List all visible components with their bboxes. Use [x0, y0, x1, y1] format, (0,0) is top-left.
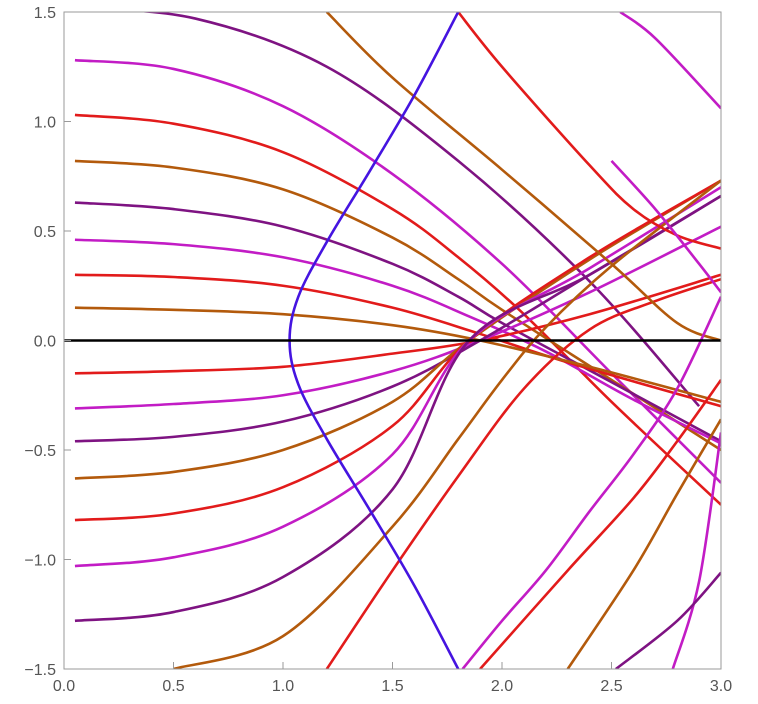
series-line-3: [74, 159, 721, 452]
series-line-18: [619, 12, 721, 110]
y-tick-label: −0.5: [24, 443, 56, 460]
series-line-7: [74, 306, 721, 404]
tick-layer: 0.0 0.5 1.0 1.5 2.0 2.5 3.0 1.5 1.0 0.5 0.0 −0.5 −1.…: [24, 5, 732, 695]
series-line-21: [479, 379, 721, 669]
series-line-14: [74, 194, 721, 623]
x-tick-label: 2.5: [600, 678, 622, 695]
y-tick-label: 0.5: [34, 224, 56, 241]
y-tick-label: −1.5: [24, 662, 56, 679]
series-line-24: [671, 432, 721, 669]
y-tick-label: 1.5: [34, 5, 56, 22]
series-layer: [64, 12, 721, 669]
series-line-2: [74, 113, 721, 506]
x-tick-label: 0.5: [162, 678, 184, 695]
series-line-0: [136, 12, 701, 408]
x-tick-label: 1.5: [381, 678, 403, 695]
series-line-15: [173, 179, 721, 669]
x-tick-label: 1.0: [272, 678, 294, 695]
series-line-17: [325, 12, 721, 342]
series-line-6: [74, 273, 721, 408]
series-line-11: [74, 179, 721, 480]
series-line-13: [74, 186, 721, 568]
x-tick-label: 2.0: [491, 678, 513, 695]
series-line-5: [74, 238, 721, 445]
series-line-9: [74, 225, 721, 410]
series-line-16: [325, 277, 721, 669]
y-tick-label: 1.0: [34, 115, 56, 132]
series-line-12: [74, 179, 721, 522]
x-tick-label: 3.0: [710, 678, 732, 695]
series-line-23: [566, 418, 721, 669]
series-line-25: [615, 571, 721, 669]
y-tick-label: −1.0: [24, 553, 56, 570]
series-line-8: [74, 273, 721, 375]
series-line-4: [74, 201, 721, 443]
series-line-20: [461, 296, 721, 669]
y-tick-label: 0.0: [34, 334, 56, 351]
x-tick-label: 0.0: [53, 678, 75, 695]
series-line-22: [610, 160, 721, 294]
